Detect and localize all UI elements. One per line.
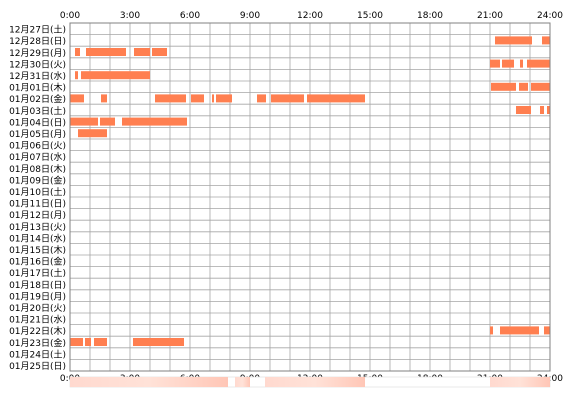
activity-bar xyxy=(495,36,532,45)
activity-bar xyxy=(78,129,107,138)
activity-bar xyxy=(257,94,266,103)
grid-lines xyxy=(70,23,550,371)
x-tick-label-top: 18:00 xyxy=(417,11,443,21)
summary-strip xyxy=(69,376,551,388)
day-label: 12月27日(土) xyxy=(9,24,66,36)
day-label: 01月18日(日) xyxy=(9,280,66,291)
day-label: 01月06日(火) xyxy=(9,141,66,152)
activity-bar xyxy=(490,59,500,68)
activity-bar xyxy=(491,82,516,91)
day-label: 01月14日(水) xyxy=(9,232,66,244)
x-tick-label-top: 21:00 xyxy=(477,11,503,21)
x-tick-label-top: 12:00 xyxy=(297,11,323,21)
activity-bar xyxy=(307,94,365,103)
day-labels: 12月27日(土)12月28日(日)12月29日(月)12月30日(火)12月3… xyxy=(9,24,66,372)
plot-border xyxy=(69,22,551,372)
activity-bar xyxy=(85,338,91,346)
summary-segment xyxy=(70,377,228,387)
day-label: 01月04日(日) xyxy=(9,117,66,128)
day-label: 01月21日(水) xyxy=(9,314,66,326)
day-label: 01月13日(火) xyxy=(9,222,66,233)
activity-bar xyxy=(86,48,126,56)
day-label: 01月17日(土) xyxy=(9,267,66,279)
x-axis-top-ticks: 0:00 3:00 6:00 9:00 12:00 15:00 18:00 21:00 24:0… xyxy=(60,11,563,21)
day-label: 01月11日(日) xyxy=(9,199,66,210)
activity-bar xyxy=(122,117,187,126)
activity-bar xyxy=(502,59,514,68)
x-tick-label-top: 15:00 xyxy=(357,11,383,21)
x-tick-label-top: 6:00 xyxy=(180,11,200,21)
day-label: 01月10日(土) xyxy=(9,186,66,198)
activity-bar xyxy=(101,94,107,103)
activity-bar xyxy=(81,71,150,80)
activity-bar xyxy=(70,117,98,126)
day-label: 01月20日(火) xyxy=(9,303,66,314)
day-label: 01月08日(木) xyxy=(9,163,66,175)
day-label: 01月05日(月) xyxy=(9,129,66,140)
activity-bar xyxy=(134,48,150,56)
day-label: 01月15日(木) xyxy=(9,244,66,256)
x-tick-label-top: 9:00 xyxy=(240,11,260,21)
activity-bar xyxy=(516,106,531,114)
x-tick-label-top: 3:00 xyxy=(120,11,140,21)
day-label: 01月02日(金) xyxy=(9,93,66,105)
activity-bar xyxy=(75,48,80,56)
activity-bar xyxy=(212,94,214,103)
day-label: 01月07日(水) xyxy=(9,151,66,163)
activity-bar xyxy=(527,59,550,68)
day-label: 01月16日(金) xyxy=(9,256,66,268)
activity-bar xyxy=(70,338,83,346)
activity-bar xyxy=(519,82,528,91)
activity-bar xyxy=(531,82,550,91)
day-label: 01月22日(木) xyxy=(9,325,66,337)
summary-segment xyxy=(235,377,250,387)
activity-bar xyxy=(520,59,523,68)
activity-bar xyxy=(133,338,184,346)
day-label: 01月09日(金) xyxy=(9,174,66,186)
activity-bar xyxy=(271,94,304,103)
activity-bars xyxy=(70,36,550,346)
day-label: 01月23日(金) xyxy=(9,337,66,349)
activity-bar xyxy=(100,117,115,126)
activity-bar xyxy=(191,94,204,103)
activity-bar xyxy=(75,71,78,80)
day-label: 01月25日(日) xyxy=(9,361,66,372)
activity-bar xyxy=(94,338,107,346)
summary-segment xyxy=(265,377,365,387)
day-label: 01月19日(月) xyxy=(9,291,66,302)
activity-bar xyxy=(152,48,167,56)
plot-frame xyxy=(69,22,551,372)
activity-bar xyxy=(155,94,186,103)
day-label: 01月24日(土) xyxy=(9,348,66,360)
x-tick-label-top: 24:00 xyxy=(537,11,563,21)
day-label: 12月31日(水) xyxy=(9,70,66,82)
day-label: 01月03日(土) xyxy=(9,105,66,117)
activity-bar xyxy=(216,94,232,103)
activity-bar xyxy=(500,326,539,335)
day-label: 01月01日(木) xyxy=(9,82,66,94)
activity-bar xyxy=(490,326,493,335)
summary-segment xyxy=(490,377,550,387)
activity-bar xyxy=(547,106,550,114)
activity-bar xyxy=(540,106,544,114)
activity-bar xyxy=(70,94,84,103)
activity-bar xyxy=(544,326,550,335)
activity-bar xyxy=(542,36,550,45)
day-label: 12月30日(火) xyxy=(9,59,66,70)
day-label: 01月12日(月) xyxy=(9,210,66,221)
day-label: 12月28日(日) xyxy=(9,36,66,47)
day-label: 12月29日(月) xyxy=(9,48,66,59)
x-tick-label-top: 0:00 xyxy=(60,11,80,21)
